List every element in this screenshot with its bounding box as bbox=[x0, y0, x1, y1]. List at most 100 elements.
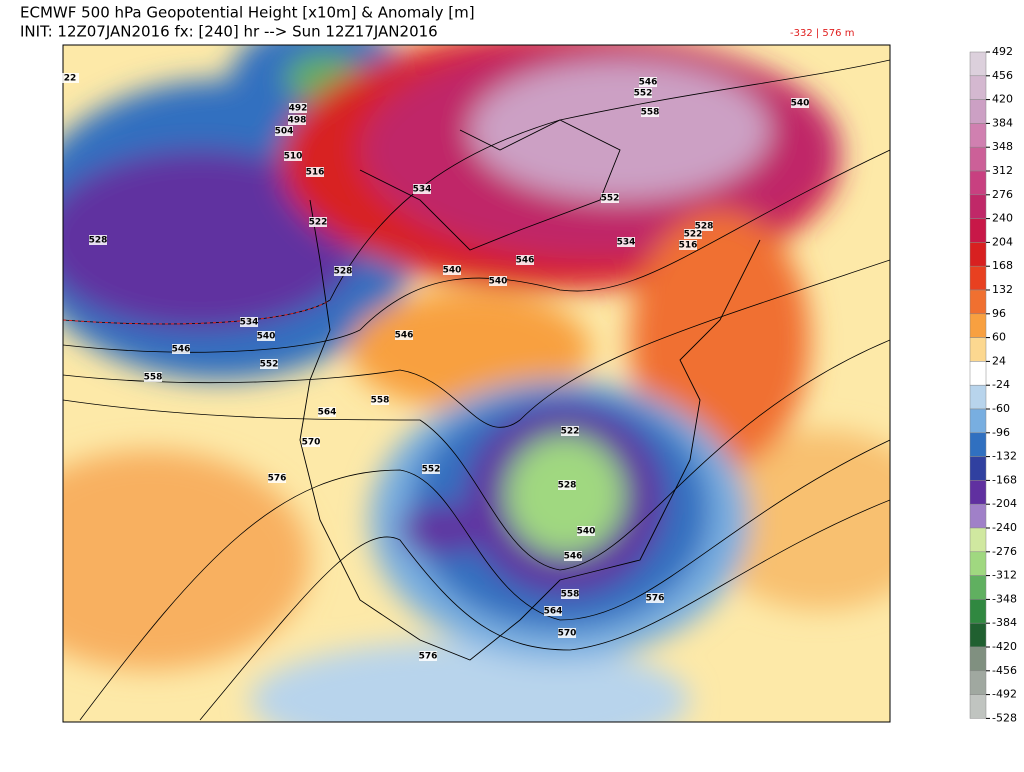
colorbar-label: -276 bbox=[992, 545, 1017, 558]
contour-label-bg bbox=[240, 317, 258, 327]
colorbar-segment bbox=[969, 265, 987, 291]
contour-label-bg bbox=[419, 651, 437, 661]
colorbar-label: 60 bbox=[992, 331, 1006, 344]
colorbar-segment bbox=[969, 432, 987, 457]
contour-label: 540 bbox=[257, 332, 276, 342]
colorbar-segment bbox=[969, 313, 987, 338]
contour-label-bg bbox=[268, 473, 286, 483]
contour-label-bg bbox=[61, 73, 79, 83]
colorbar-segment bbox=[969, 599, 987, 624]
contour-label-bg bbox=[544, 606, 562, 616]
contour-label: 540 bbox=[443, 266, 462, 276]
colorbar-label: 24 bbox=[992, 354, 1006, 367]
colorbar-segment bbox=[969, 456, 987, 481]
contour-label: 558 bbox=[561, 590, 580, 600]
contour-label: 546 bbox=[395, 331, 414, 341]
colorbar-label: 492 bbox=[992, 45, 1013, 58]
contour-label-bg bbox=[275, 126, 293, 136]
map-area bbox=[63, 45, 890, 722]
colorbar-label: -24 bbox=[992, 378, 1010, 391]
contour-label-bg bbox=[309, 217, 327, 227]
contour-label-bg bbox=[257, 331, 275, 341]
contour-label-bg bbox=[617, 237, 635, 247]
contour-label-bg bbox=[641, 107, 659, 117]
colorbar-segment bbox=[969, 646, 987, 672]
contour-label: 558 bbox=[371, 396, 390, 406]
contour-label-bg bbox=[634, 88, 652, 98]
colorbar-label: -60 bbox=[992, 402, 1010, 415]
colorbar-label: 276 bbox=[992, 188, 1013, 201]
contour-label-bg bbox=[422, 464, 440, 474]
contour-label: 498 bbox=[288, 116, 307, 126]
contour-label: 552 bbox=[260, 360, 279, 370]
contour-label: 504 bbox=[275, 127, 294, 137]
colorbar-segment bbox=[969, 527, 987, 553]
colorbar-label: 204 bbox=[992, 235, 1013, 248]
colorbar-label: 132 bbox=[992, 283, 1013, 296]
contour-label-bg bbox=[260, 359, 278, 369]
colorbar-segment bbox=[969, 480, 987, 505]
colorbar-segment bbox=[969, 694, 987, 719]
contour-label: 546 bbox=[639, 78, 658, 88]
contour-label: 528 bbox=[558, 481, 577, 491]
contour-label: 534 bbox=[413, 185, 432, 195]
colorbar-segment bbox=[969, 503, 987, 529]
contour-label-bg bbox=[679, 240, 697, 250]
colorbar-segment bbox=[969, 575, 987, 600]
colorbar-label: 348 bbox=[992, 140, 1013, 153]
colorbar-segment bbox=[969, 337, 987, 362]
contour-label-bg bbox=[395, 330, 413, 340]
colorbar-segment bbox=[969, 51, 987, 77]
contour-label-bg bbox=[684, 229, 702, 239]
colorbar-segment bbox=[969, 146, 987, 172]
colorbar-label: -456 bbox=[992, 664, 1017, 677]
contour-label: 528 bbox=[334, 267, 353, 277]
contour-label-bg bbox=[558, 628, 576, 638]
colorbar-segment bbox=[969, 408, 987, 434]
colorbar-label: -384 bbox=[992, 616, 1017, 629]
contour-label-bg bbox=[646, 593, 664, 603]
colorbar-segment bbox=[969, 75, 987, 100]
contour-label-bg bbox=[577, 526, 595, 536]
contour-label: 552 bbox=[422, 465, 441, 475]
contour-label: 552 bbox=[634, 89, 653, 99]
subtitle: INIT: 12Z07JAN2016 fx: [240] hr --> Sun … bbox=[20, 23, 438, 41]
colorbar-segment bbox=[969, 242, 987, 267]
colorbar-segment bbox=[969, 670, 987, 695]
contour-label: 22 bbox=[64, 74, 77, 84]
contour-label-bg bbox=[791, 98, 809, 108]
contour-label: 570 bbox=[558, 629, 577, 639]
contour-label-bg bbox=[695, 221, 713, 231]
contour-label-bg bbox=[302, 437, 320, 447]
contour-label-bg bbox=[334, 266, 352, 276]
height-contours bbox=[63, 59, 890, 721]
contour-label-bg bbox=[639, 77, 657, 87]
reference-contour bbox=[63, 299, 331, 325]
colorbar-label: -420 bbox=[992, 640, 1017, 653]
contour-label-bg bbox=[144, 372, 162, 382]
contour-label: 516 bbox=[679, 241, 698, 251]
contour-label: 552 bbox=[601, 194, 620, 204]
contour-label-bg bbox=[172, 344, 190, 354]
colorbar-label: -240 bbox=[992, 521, 1017, 534]
colorbar-label: -168 bbox=[992, 473, 1017, 486]
contour-label-bg bbox=[306, 167, 324, 177]
colorbar-label: -96 bbox=[992, 426, 1010, 439]
colorbar-segment bbox=[969, 622, 987, 648]
contour-label-bg bbox=[443, 265, 461, 275]
contour-label: 576 bbox=[419, 652, 438, 662]
contour-label-bg bbox=[516, 255, 534, 265]
contour-label: 522 bbox=[684, 230, 703, 240]
colorbar-label: 168 bbox=[992, 259, 1013, 272]
colorbar-label: 312 bbox=[992, 164, 1013, 177]
coastlines bbox=[299, 119, 761, 661]
colorbar-label: -204 bbox=[992, 497, 1017, 510]
contour-label: 558 bbox=[641, 108, 660, 118]
colorbar-label: 96 bbox=[992, 307, 1006, 320]
colorbar-segment bbox=[969, 123, 987, 148]
contour-label: 564 bbox=[318, 408, 337, 418]
contour-label: 540 bbox=[489, 277, 508, 287]
colorbar-label: 240 bbox=[992, 212, 1013, 225]
